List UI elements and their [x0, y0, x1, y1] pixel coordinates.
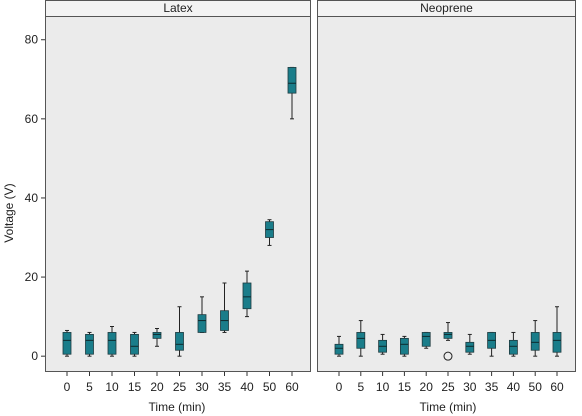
panel-plot-area: [317, 16, 576, 372]
x-tick-label: 0: [336, 380, 343, 394]
box: [421, 332, 431, 347]
box: [443, 332, 453, 339]
x-tick-label: 35: [485, 380, 499, 394]
box: [334, 343, 344, 355]
x-tick-label: 50: [263, 380, 277, 394]
x-tick-label: 10: [376, 380, 390, 394]
x-tick-label: 25: [173, 380, 187, 394]
y-axis-title: Voltage (V): [2, 183, 16, 242]
y-tick-label: 20: [25, 270, 39, 284]
panel-latex: Latex 0 20 40 60 80 0 5 10 15 20 25 30 35 40 50 60: [25, 0, 311, 394]
box: [175, 332, 184, 351]
box: [287, 67, 297, 94]
x-tick-label: 50: [529, 380, 543, 394]
box: [399, 337, 409, 355]
x-tick-label: 10: [105, 380, 119, 394]
x-axis-title-right: Time (min): [420, 400, 477, 414]
box: [130, 334, 139, 355]
box: [197, 314, 207, 333]
x-tick-label: 5: [86, 380, 93, 394]
x-tick-label: 30: [463, 380, 477, 394]
x-tick-label: 40: [240, 380, 254, 394]
y-tick-label: 0: [31, 349, 38, 363]
x-tick-label: 40: [507, 380, 521, 394]
x-tick-label: 30: [195, 380, 209, 394]
x-axis-title-left: Time (min): [149, 400, 206, 414]
box: [508, 339, 518, 355]
box: [552, 332, 562, 353]
x-tick-label: 15: [398, 380, 412, 394]
x-tick-label: 60: [550, 380, 564, 394]
x-tick-label: 5: [357, 380, 364, 394]
panel-title: Neoprene: [420, 1, 473, 15]
x-tick-label: 60: [285, 380, 299, 394]
x-tick-label: 25: [441, 380, 455, 394]
panel-neoprene: Neoprene 0 5 10 15 20 25 30 35 40 50 60: [317, 0, 576, 394]
box: [530, 332, 540, 351]
panel-title: Latex: [163, 1, 192, 15]
box: [242, 282, 252, 310]
box: [465, 341, 475, 353]
y-tick-label: 80: [25, 33, 39, 47]
box: [107, 332, 117, 355]
box: [62, 332, 72, 355]
box: [356, 332, 366, 349]
y-tick-label: 60: [25, 112, 39, 126]
x-tick-label: 20: [150, 380, 164, 394]
box: [85, 334, 94, 355]
box: [152, 332, 162, 339]
x-tick-label: 15: [128, 380, 142, 394]
panel-plot-area: [45, 16, 311, 372]
x-tick-label: 20: [420, 380, 434, 394]
outlier-point: [443, 351, 453, 361]
y-tick-label: 40: [25, 191, 39, 205]
x-tick-label: 0: [64, 380, 71, 394]
x-tick-label: 35: [218, 380, 232, 394]
